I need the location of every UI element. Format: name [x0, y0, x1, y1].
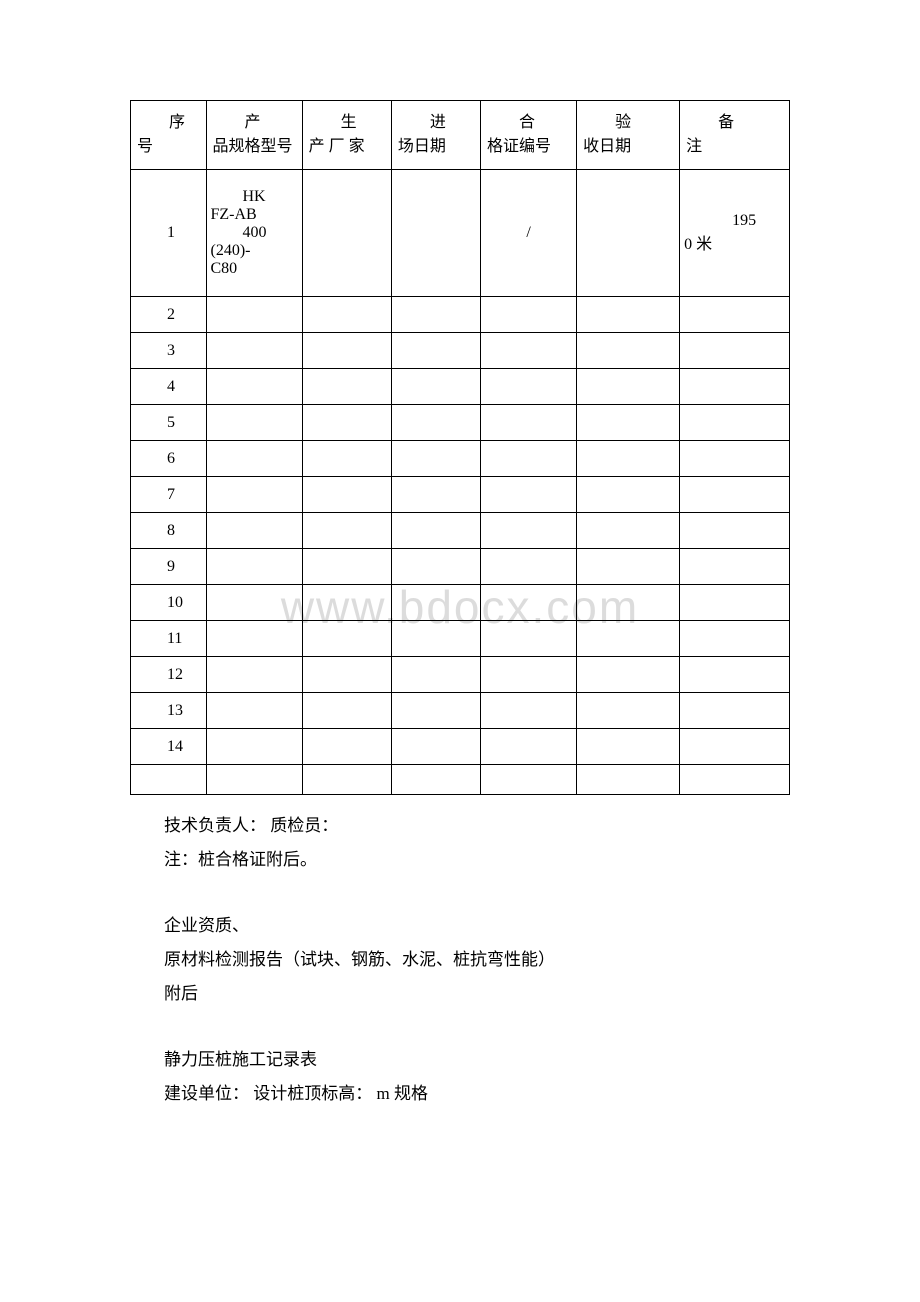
cell-seq: 12 [131, 657, 207, 693]
body-text-block: 技术负责人： 质检员： 注：桩合格证附后。 企业资质、 原材料检测报告（试块、钢… [130, 809, 790, 1111]
cell-mfr [302, 170, 391, 297]
inspection-table: 序号 产品规格型号 生产 厂 家 进场日期 合格证编号 验收日期 备注 1 HK… [130, 100, 790, 795]
cell-seq: 6 [131, 441, 207, 477]
cell-seq: 8 [131, 513, 207, 549]
cell-seq: 4 [131, 369, 207, 405]
col-header-indate: 进场日期 [391, 101, 480, 170]
cell-cert: / [481, 170, 577, 297]
table-header-row: 序号 产品规格型号 生产 厂 家 进场日期 合格证编号 验收日期 备注 [131, 101, 790, 170]
text-line-attach: 附后 [130, 977, 790, 1011]
cell-seq: 5 [131, 405, 207, 441]
cell-seq: 11 [131, 621, 207, 657]
text-line-unit: 建设单位： 设计桩顶标高： m 规格 [130, 1077, 790, 1111]
table-row: 4 [131, 369, 790, 405]
table-row: 1 HK FZ-AB 400 (240)- C80 / 195 0 米 [131, 170, 790, 297]
table-row: 14 [131, 729, 790, 765]
table-row: 10 [131, 585, 790, 621]
text-line-report: 原材料检测报告（试块、钢筋、水泥、桩抗弯性能） [130, 943, 790, 977]
table-row: 2 [131, 297, 790, 333]
cell-note: 195 0 米 [680, 170, 790, 297]
col-header-acc: 验收日期 [577, 101, 680, 170]
cell-indate [391, 170, 480, 297]
col-header-mfr: 生产 厂 家 [302, 101, 391, 170]
table-row: 3 [131, 333, 790, 369]
col-header-cert: 合格证编号 [481, 101, 577, 170]
cell-seq: 3 [131, 333, 207, 369]
cell-seq: 1 [131, 170, 207, 297]
cell-seq: 13 [131, 693, 207, 729]
cell-acc [577, 170, 680, 297]
cell-spec: HK FZ-AB 400 (240)- C80 [206, 170, 302, 297]
table-row: 13 [131, 693, 790, 729]
table-row: 11 [131, 621, 790, 657]
text-line-qual: 企业资质、 [130, 909, 790, 943]
cell-seq: 14 [131, 729, 207, 765]
text-line-tech: 技术负责人： 质检员： [130, 809, 790, 843]
cell-seq: 2 [131, 297, 207, 333]
text-line-title: 静力压桩施工记录表 [130, 1043, 790, 1077]
cell-seq: 7 [131, 477, 207, 513]
cell-seq: 9 [131, 549, 207, 585]
table-row: 7 [131, 477, 790, 513]
table-row: 12 [131, 657, 790, 693]
table-row [131, 765, 790, 795]
table-row: 5 [131, 405, 790, 441]
col-header-seq: 序号 [131, 101, 207, 170]
col-header-spec: 产品规格型号 [206, 101, 302, 170]
col-header-note: 备注 [680, 101, 790, 170]
page-content: 序号 产品规格型号 生产 厂 家 进场日期 合格证编号 验收日期 备注 1 HK… [130, 100, 790, 1111]
table-row: 9 [131, 549, 790, 585]
cell-seq: 10 [131, 585, 207, 621]
table-row: 6 [131, 441, 790, 477]
table-row: 8 [131, 513, 790, 549]
text-line-note: 注：桩合格证附后。 [130, 843, 790, 877]
